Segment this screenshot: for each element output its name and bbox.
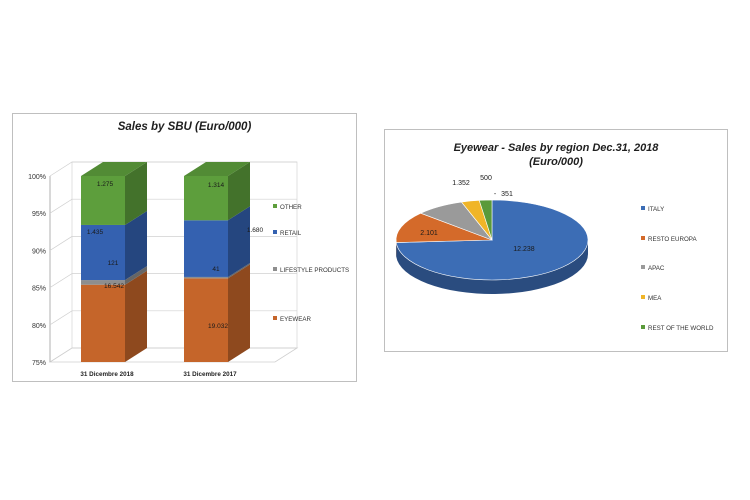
legend-swatch-apac xyxy=(641,265,645,269)
sbu-stacked-bar-chart: 75% 80% 85% 90% 95% 100% 31 Dicembre 2018 31 Di… xyxy=(28,161,349,378)
sbu-chart-title: Sales by SBU (Euro/000) xyxy=(117,121,252,133)
pie-side-italy xyxy=(396,240,588,295)
legend-swatch-eyewear xyxy=(273,316,277,320)
bar-top xyxy=(184,162,250,176)
bar-side-eyewear xyxy=(125,270,147,362)
pie-data-label: 12.238 xyxy=(513,246,535,253)
x-tick-label: 31 Dicembre 2018 xyxy=(80,371,134,378)
legend-swatch-resto-europa xyxy=(641,236,645,240)
legend-label: ITALY xyxy=(648,206,664,213)
y-tick-label: 75% xyxy=(32,360,46,367)
legend-swatch-other xyxy=(273,204,277,208)
legend-label: LIFESTYLE PRODUCTS xyxy=(280,267,349,274)
y-tick-label: 80% xyxy=(32,323,46,330)
data-label: 1.435 xyxy=(87,229,104,236)
data-label: 41 xyxy=(212,266,220,273)
y-tick-label: 95% xyxy=(32,211,46,218)
pie-slice-rest-of-the-world xyxy=(478,199,493,241)
bar-side-other xyxy=(125,162,147,225)
region-chart-panel: Eyewear - Sales by region Dec.31, 2018 (… xyxy=(384,129,728,352)
pie-slice-resto-europa xyxy=(395,212,493,243)
data-label: 1.275 xyxy=(97,181,114,188)
bar-segment-retail xyxy=(81,224,125,281)
x-tick-label: 31 Dicembre 2017 xyxy=(183,371,237,378)
region-chart-subtitle: (Euro/000) xyxy=(529,156,583,168)
bar-side-retail xyxy=(125,210,147,281)
legend-label: OTHER xyxy=(280,204,302,211)
y-tick-label: 90% xyxy=(32,248,46,255)
legend-label: RESTO EUROPA xyxy=(648,236,697,243)
legend-label: APAC xyxy=(648,265,665,272)
bar-side-eyewear xyxy=(228,264,250,362)
legend-swatch-retail xyxy=(273,230,277,234)
y-tick-label: 100% xyxy=(28,174,46,181)
bar-side-lifestyle-products xyxy=(228,262,250,279)
data-label: 1.314 xyxy=(208,182,225,189)
bar-segment-lifestyle-products xyxy=(81,280,125,285)
bar-segment-other xyxy=(184,176,228,221)
bar-side-other xyxy=(228,162,250,221)
legend-swatch-lifestyle-products xyxy=(273,267,277,271)
bar-segment-lifestyle-products xyxy=(184,276,228,279)
bar-segment-eyewear xyxy=(184,278,228,362)
pie-data-label: 1.352 xyxy=(452,180,470,187)
legend-label: EYEWEAR xyxy=(280,316,311,323)
bar-segment-retail xyxy=(184,220,228,277)
data-label: 1.680 xyxy=(247,227,264,234)
bar-segment-other xyxy=(81,176,125,225)
sbu-chart-panel: Sales by SBU (Euro/000) 75% 80% 85% 90% 95% 1… xyxy=(12,113,357,382)
region-chart-title: Eyewear - Sales by region Dec.31, 2018 xyxy=(453,142,659,154)
data-label: 19.032 xyxy=(208,323,228,330)
legend-label: REST OF THE WORLD xyxy=(648,325,714,332)
pie-data-label: 351 xyxy=(501,191,513,198)
legend-label: MEA xyxy=(648,295,662,302)
legend-swatch-italy xyxy=(641,206,645,210)
legend-swatch-mea xyxy=(641,295,645,299)
region-pie-chart: 12.238 2.101 1.352 500 - 351 ITALY RESTO EUROPA… xyxy=(395,175,714,332)
legend-swatch-rest-of-the-world xyxy=(641,325,645,329)
pie-data-label: 2.101 xyxy=(420,230,438,237)
bar-side-lifestyle-products xyxy=(125,266,147,285)
pie-data-label: 500 xyxy=(480,175,492,182)
bar-segment-eyewear xyxy=(81,284,125,362)
data-label: 16.542 xyxy=(104,283,124,290)
bar-side-retail xyxy=(228,206,250,277)
y-tick-label: 85% xyxy=(32,286,46,293)
bar-top xyxy=(81,162,147,176)
data-label: 121 xyxy=(108,260,119,267)
pie-data-label: - xyxy=(494,191,497,198)
legend-label: RETAIL xyxy=(280,230,302,237)
